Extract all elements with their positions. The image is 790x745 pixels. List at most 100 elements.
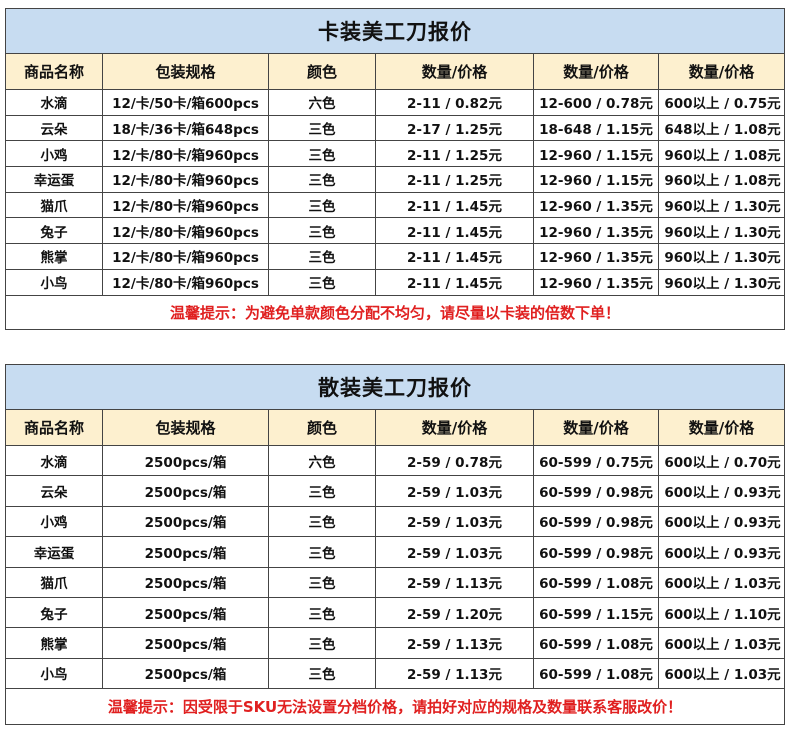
header-qty-price-1: 数量/价格 xyxy=(375,409,534,446)
tier3-price-cell: 960以上 / 1.30元 xyxy=(657,191,786,219)
bulk-table-title: 散装美工刀报价 xyxy=(4,364,786,410)
tier1-price-cell: 2-11 / 0.82元 xyxy=(375,89,534,116)
card-table-title: 卡装美工刀报价 xyxy=(4,8,786,54)
product-name-cell: 幸运蛋 xyxy=(5,166,103,193)
header-product-name: 商品名称 xyxy=(5,53,103,90)
product-name-cell: 兔子 xyxy=(5,596,103,629)
table-row: 幸运蛋 12/卡/80卡/箱960pcs 三色 2-11 / 1.25元 12-960 … xyxy=(5,166,786,193)
packaging-cell: 2500pcs/箱 xyxy=(102,444,269,477)
tier1-price-cell: 2-59 / 1.03元 xyxy=(375,475,534,507)
product-name-cell: 云朵 xyxy=(5,475,103,507)
product-name-cell: 水滴 xyxy=(5,89,103,116)
product-name-cell: 小鸟 xyxy=(5,657,103,690)
color-cell: 三色 xyxy=(268,627,376,659)
packaging-cell: 2500pcs/箱 xyxy=(102,475,269,507)
product-name-cell: 幸运蛋 xyxy=(5,536,103,568)
header-product-name: 商品名称 xyxy=(5,409,103,446)
tier3-price-cell: 960以上 / 1.30元 xyxy=(657,268,786,296)
tier3-price-cell: 600以上 / 0.75元 xyxy=(657,89,786,116)
header-qty-price-1: 数量/价格 xyxy=(375,53,534,90)
bulk-header-row: 商品名称 包装规格 颜色 数量/价格 数量/价格 数量/价格 xyxy=(5,409,786,446)
tier3-price-cell: 960以上 / 1.08元 xyxy=(657,140,786,168)
tier2-price-cell: 60-599 / 1.15元 xyxy=(533,596,659,629)
tier1-price-cell: 2-59 / 1.13元 xyxy=(375,566,534,598)
tier1-price-cell: 2-11 / 1.45元 xyxy=(375,191,534,219)
color-cell: 三色 xyxy=(268,191,376,219)
header-qty-price-2: 数量/价格 xyxy=(533,53,659,90)
packaging-cell: 2500pcs/箱 xyxy=(102,657,269,690)
color-cell: 三色 xyxy=(268,505,376,538)
table-row: 云朵 18/卡/36卡/箱648pcs 三色 2-17 / 1.25元 18-648 /… xyxy=(5,114,786,142)
card-header-row: 商品名称 包装规格 颜色 数量/价格 数量/价格 数量/价格 xyxy=(5,53,786,90)
packaging-cell: 12/卡/80卡/箱960pcs xyxy=(102,217,269,245)
color-cell: 三色 xyxy=(268,140,376,168)
bulk-price-sheet: 散装美工刀报价 商品名称 包装规格 颜色 数量/价格 数量/价格 数量/价格 水… xyxy=(4,364,786,726)
packaging-cell: 12/卡/50卡/箱600pcs xyxy=(102,89,269,116)
table-row: 熊掌 2500pcs/箱 三色 2-59 / 1.13元 60-599 / 1.08元 6… xyxy=(5,627,786,659)
product-name-cell: 熊掌 xyxy=(5,243,103,270)
product-name-cell: 猫爪 xyxy=(5,191,103,219)
color-cell: 六色 xyxy=(268,444,376,477)
tier1-price-cell: 2-59 / 1.03元 xyxy=(375,536,534,568)
table-row: 云朵 2500pcs/箱 三色 2-59 / 1.03元 60-599 / 0.98元 6… xyxy=(5,475,786,507)
bulk-price-table: 散装美工刀报价 商品名称 包装规格 颜色 数量/价格 数量/价格 数量/价格 水… xyxy=(4,364,786,726)
tier3-price-cell: 600以上 / 1.03元 xyxy=(657,657,786,690)
color-cell: 三色 xyxy=(268,268,376,296)
tier1-price-cell: 2-59 / 1.03元 xyxy=(375,505,534,538)
header-color: 颜色 xyxy=(268,53,376,90)
color-cell: 三色 xyxy=(268,217,376,245)
packaging-cell: 2500pcs/箱 xyxy=(102,566,269,598)
tier3-price-cell: 960以上 / 1.08元 xyxy=(657,166,786,193)
card-price-sheet: 卡装美工刀报价 商品名称 包装规格 颜色 数量/价格 数量/价格 数量/价格 水… xyxy=(4,8,786,330)
product-name-cell: 兔子 xyxy=(5,217,103,245)
tier2-price-cell: 60-599 / 1.08元 xyxy=(533,657,659,690)
tier2-price-cell: 60-599 / 0.98元 xyxy=(533,536,659,568)
card-price-table: 卡装美工刀报价 商品名称 包装规格 颜色 数量/价格 数量/价格 数量/价格 水… xyxy=(4,8,786,330)
tier1-price-cell: 2-59 / 1.13元 xyxy=(375,657,534,690)
tier1-price-cell: 2-11 / 1.45元 xyxy=(375,217,534,245)
tier2-price-cell: 12-960 / 1.35元 xyxy=(533,268,659,296)
tier3-price-cell: 600以上 / 0.93元 xyxy=(657,536,786,568)
tier2-price-cell: 12-960 / 1.15元 xyxy=(533,140,659,168)
product-name-cell: 小鸡 xyxy=(5,505,103,538)
header-qty-price-2: 数量/价格 xyxy=(533,409,659,446)
color-cell: 三色 xyxy=(268,114,376,142)
color-cell: 三色 xyxy=(268,475,376,507)
packaging-cell: 12/卡/80卡/箱960pcs xyxy=(102,268,269,296)
packaging-cell: 18/卡/36卡/箱648pcs xyxy=(102,114,269,142)
tier3-price-cell: 600以上 / 0.93元 xyxy=(657,475,786,507)
card-tip: 温馨提示：为避免单款颜色分配不均匀，请尽量以卡装的倍数下单！ xyxy=(4,294,786,330)
table-row: 水滴 12/卡/50卡/箱600pcs 六色 2-11 / 0.82元 12-600 /… xyxy=(5,89,786,116)
tier1-price-cell: 2-17 / 1.25元 xyxy=(375,114,534,142)
color-cell: 三色 xyxy=(268,536,376,568)
tier2-price-cell: 18-648 / 1.15元 xyxy=(533,114,659,142)
tier2-price-cell: 60-599 / 1.08元 xyxy=(533,627,659,659)
packaging-cell: 2500pcs/箱 xyxy=(102,505,269,538)
packaging-cell: 12/卡/80卡/箱960pcs xyxy=(102,166,269,193)
table-row: 小鸡 12/卡/80卡/箱960pcs 三色 2-11 / 1.25元 12-960 /… xyxy=(5,140,786,168)
table-row: 小鸟 2500pcs/箱 三色 2-59 / 1.13元 60-599 / 1.08元 6… xyxy=(5,657,786,690)
tier1-price-cell: 2-59 / 0.78元 xyxy=(375,444,534,477)
table-row: 兔子 12/卡/80卡/箱960pcs 三色 2-11 / 1.45元 12-960 /… xyxy=(5,217,786,245)
tier2-price-cell: 12-600 / 0.78元 xyxy=(533,89,659,116)
tier1-price-cell: 2-11 / 1.25元 xyxy=(375,166,534,193)
tier2-price-cell: 60-599 / 1.08元 xyxy=(533,566,659,598)
table-row: 小鸡 2500pcs/箱 三色 2-59 / 1.03元 60-599 / 0.98元 6… xyxy=(5,505,786,538)
tier3-price-cell: 960以上 / 1.30元 xyxy=(657,217,786,245)
color-cell: 三色 xyxy=(268,166,376,193)
header-qty-price-3: 数量/价格 xyxy=(657,409,786,446)
tier1-price-cell: 2-11 / 1.25元 xyxy=(375,140,534,168)
color-cell: 六色 xyxy=(268,89,376,116)
tier3-price-cell: 600以上 / 1.03元 xyxy=(657,627,786,659)
product-name-cell: 猫爪 xyxy=(5,566,103,598)
packaging-cell: 12/卡/80卡/箱960pcs xyxy=(102,140,269,168)
table-row: 幸运蛋 2500pcs/箱 三色 2-59 / 1.03元 60-599 / 0.98元… xyxy=(5,536,786,568)
tier3-price-cell: 600以上 / 0.93元 xyxy=(657,505,786,538)
product-name-cell: 小鸡 xyxy=(5,140,103,168)
table-row: 猫爪 2500pcs/箱 三色 2-59 / 1.13元 60-599 / 1.08元 6… xyxy=(5,566,786,598)
header-packaging: 包装规格 xyxy=(102,53,269,90)
tier2-price-cell: 12-960 / 1.15元 xyxy=(533,166,659,193)
table-row: 小鸟 12/卡/80卡/箱960pcs 三色 2-11 / 1.45元 12-960 /… xyxy=(5,268,786,296)
tier2-price-cell: 60-599 / 0.75元 xyxy=(533,444,659,477)
tier3-price-cell: 960以上 / 1.30元 xyxy=(657,243,786,270)
